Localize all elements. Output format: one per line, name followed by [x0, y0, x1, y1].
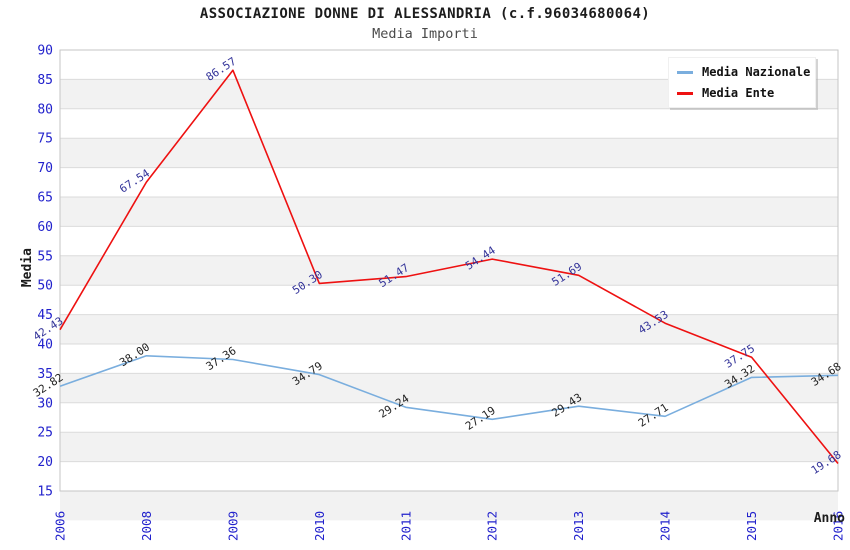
x-tick-label: 2008: [139, 511, 154, 541]
y-tick-label: 55: [37, 249, 53, 264]
y-tick-label: 65: [37, 191, 53, 206]
x-tick-label: 2011: [398, 511, 413, 541]
x-tick-label: 2010: [312, 511, 327, 541]
y-axis-title: Media: [20, 248, 35, 288]
data-label-media-nazionale: 37.36: [204, 344, 239, 373]
y-tick-label: 75: [37, 132, 53, 147]
chart-title: ASSOCIAZIONE DONNE DI ALESSANDRIA (c.f.9…: [199, 6, 651, 22]
y-tick-label: 45: [37, 308, 53, 323]
media-ente-line-swatch: [677, 91, 693, 95]
chart-subtitle: Media Importi: [372, 26, 478, 42]
x-tick-label: 2015: [744, 511, 759, 541]
y-tick-label: 40: [37, 338, 53, 353]
grid-band: [60, 255, 838, 286]
y-tick-label: 15: [37, 485, 53, 500]
y-tick-label: 35: [37, 367, 53, 382]
grid-band: [60, 373, 838, 403]
grid-band: [60, 138, 838, 168]
x-tick-label: 2016: [831, 511, 846, 541]
grid-band: [60, 432, 838, 462]
y-tick-label: 80: [37, 102, 53, 117]
series-line-media-ente: [59, 69, 839, 465]
y-tick-label: 50: [37, 279, 53, 294]
grid-band: [60, 197, 838, 227]
grid-band: [60, 491, 838, 521]
grid-band: [60, 314, 838, 344]
y-tick-label: 90: [37, 44, 53, 59]
x-tick-label: 2012: [485, 511, 500, 541]
series-line-media-nazionale: [59, 354, 839, 421]
y-tick-label: 25: [37, 426, 53, 441]
legend-label-media-nazionale: Media Nazionale: [702, 65, 811, 79]
x-tick-label: 2006: [53, 511, 68, 541]
y-tick-label: 85: [37, 73, 53, 88]
x-axis-title: Anno: [813, 511, 845, 526]
legend-label-media-ente: Media Ente: [702, 86, 775, 100]
media-nazionale-line-swatch: [677, 70, 693, 74]
legend-item-media-nazionale: Media Nazionale: [677, 65, 811, 79]
data-label-media-nazionale: 27.19: [463, 404, 498, 433]
plot-border: [59, 49, 839, 492]
legend: Media Nazionale Media Ente: [668, 57, 816, 108]
x-tick-label: 2009: [225, 511, 240, 541]
y-tick-label: 20: [37, 455, 53, 470]
legend-item-media-ente: Media Ente: [677, 86, 807, 100]
data-label-media-nazionale: 38.00: [117, 340, 152, 369]
x-tick-label: 2013: [571, 511, 586, 541]
y-tick-label: 30: [37, 396, 53, 411]
y-tick-label: 60: [37, 220, 53, 235]
y-tick-label: 70: [37, 161, 53, 176]
x-tick-label: 2014: [658, 511, 673, 541]
